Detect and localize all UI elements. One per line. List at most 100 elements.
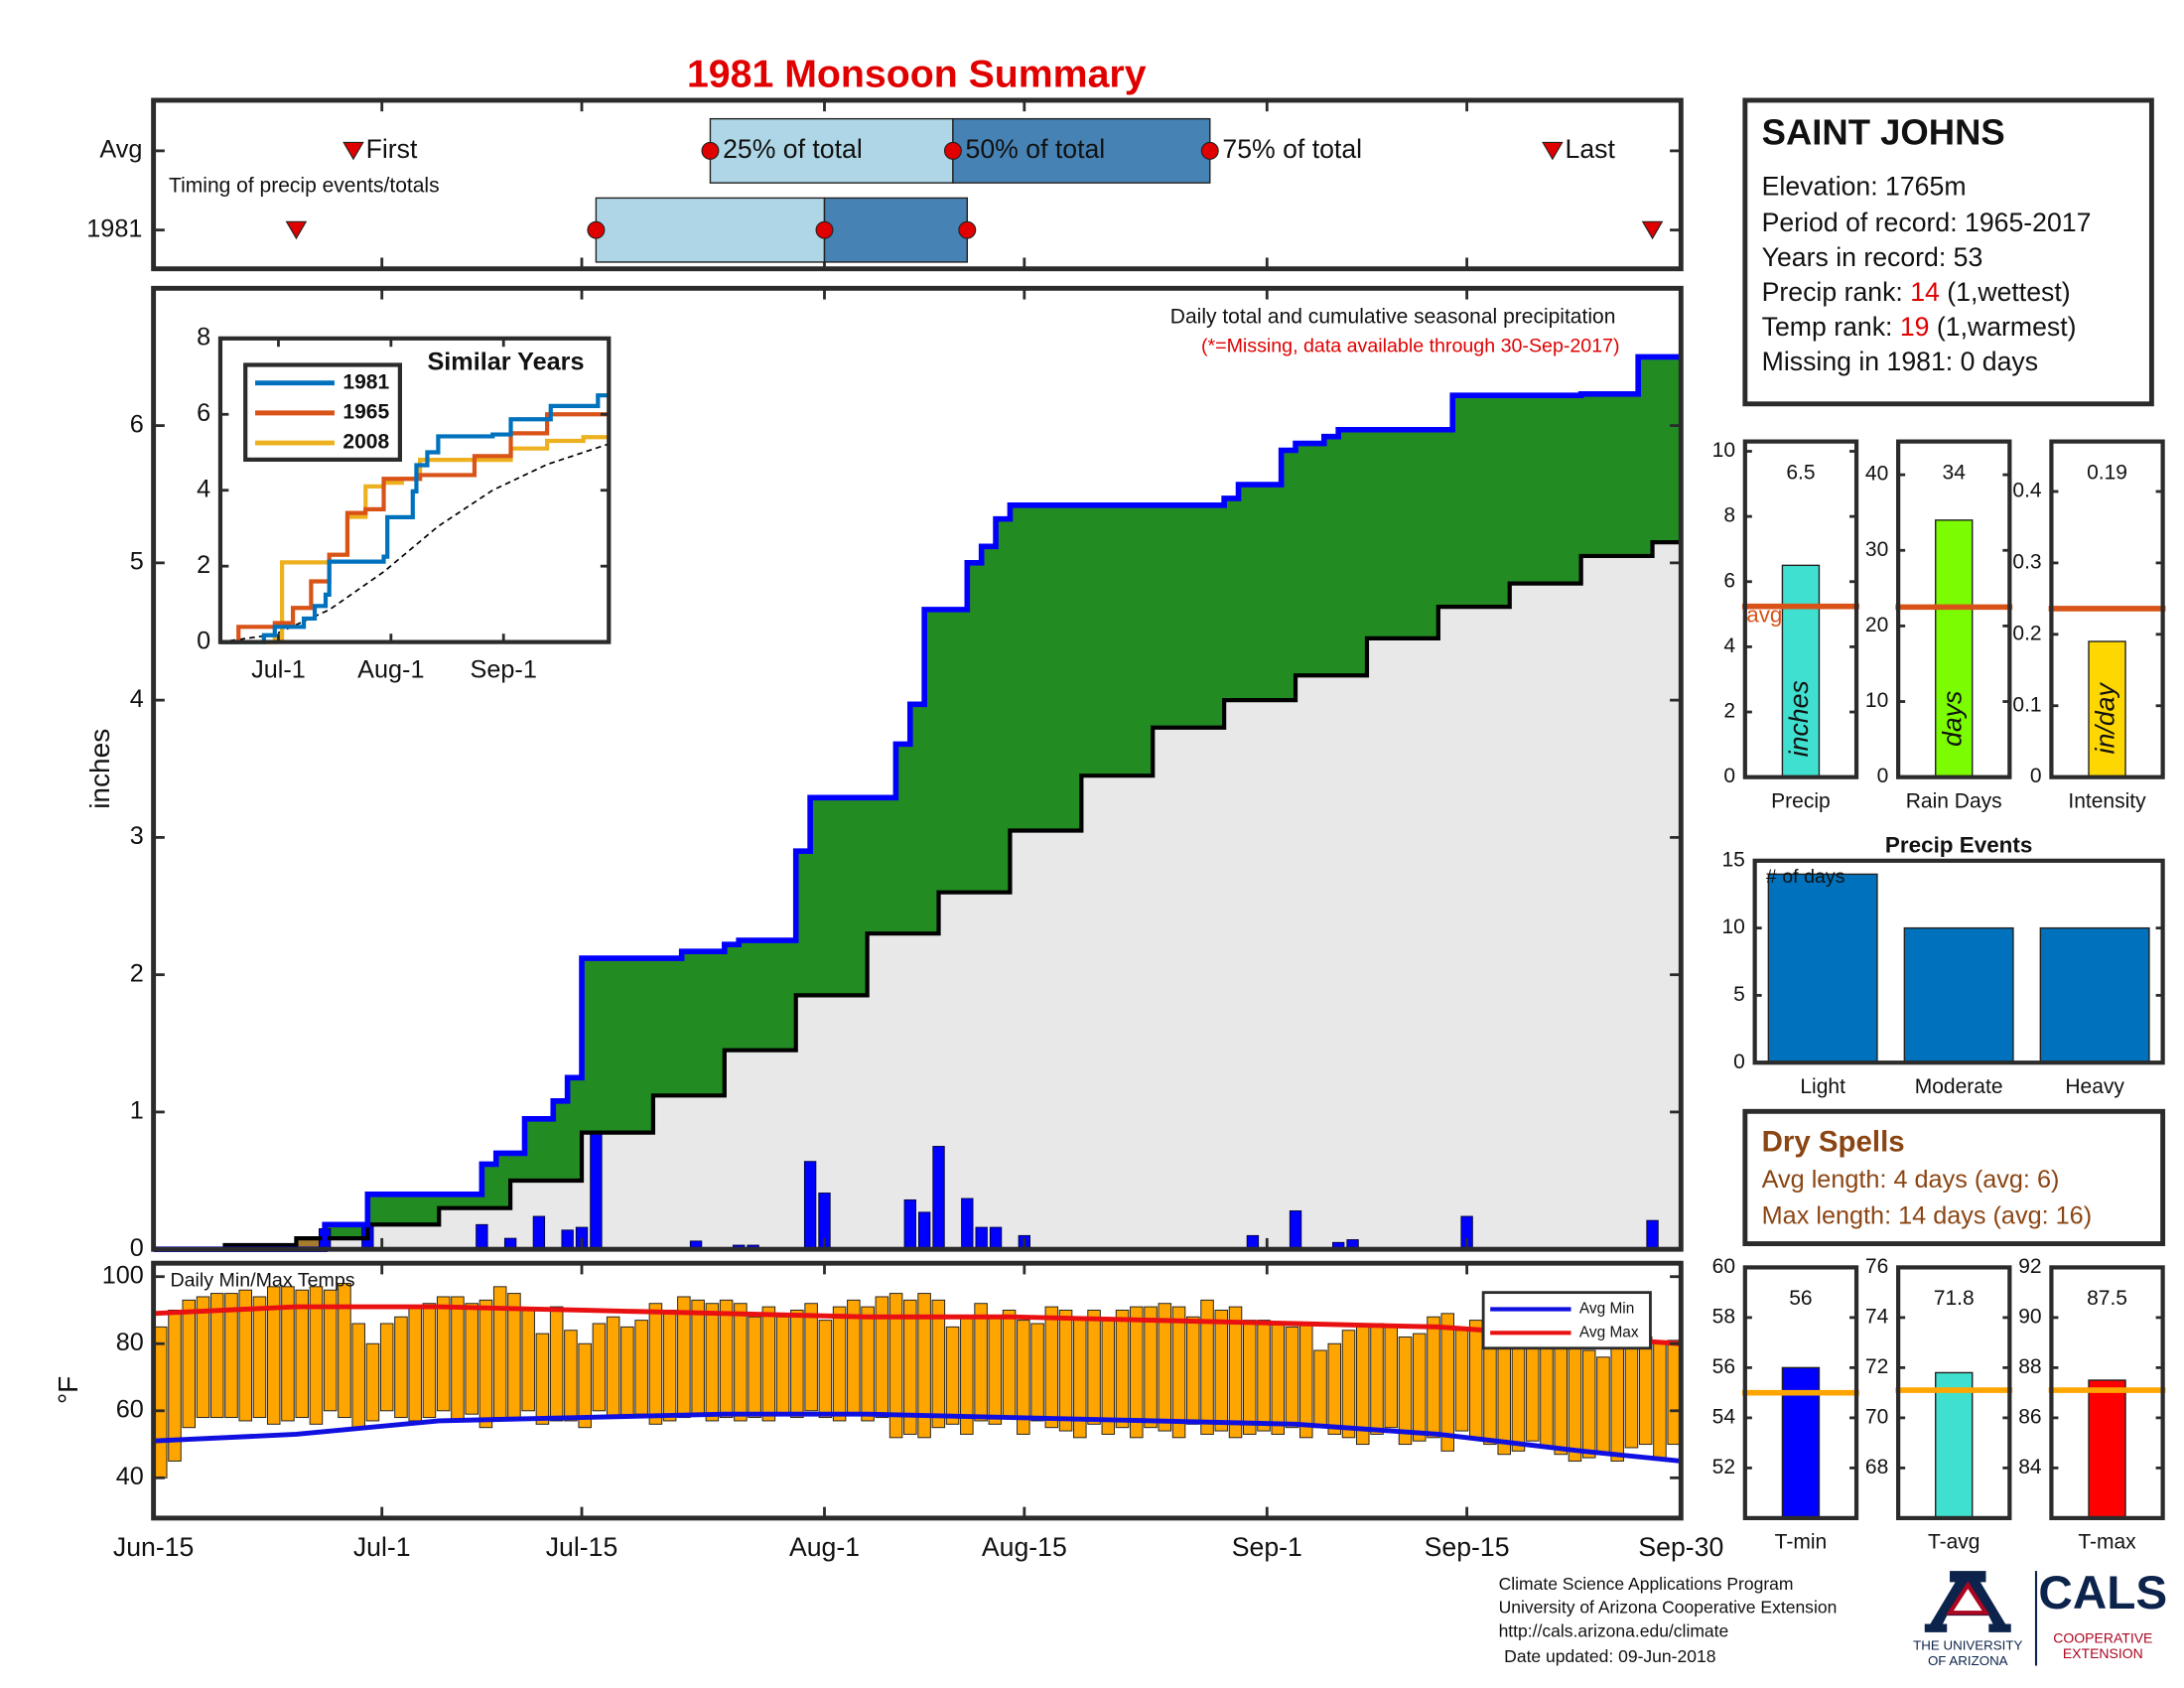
timing-marker (701, 141, 720, 160)
x-tick-label: Sep-1 (1232, 1532, 1302, 1562)
temp-bar (465, 1303, 478, 1415)
temp-bar (761, 1306, 776, 1422)
daily-bar (917, 1211, 931, 1250)
ua-logo-inner (1946, 1581, 1990, 1616)
temp-bar (408, 1306, 422, 1422)
station-years: Years in record: 53 (1762, 242, 1983, 272)
y-tick-label: 72 (1865, 1355, 1888, 1378)
y-tick-label: 6 (197, 399, 210, 427)
x-tick-label: Aug-15 (982, 1532, 1067, 1562)
cals-text: CALS (2038, 1567, 2167, 1619)
legend-label: 2008 (342, 431, 389, 454)
daily-bar (476, 1223, 488, 1250)
y-tick-label: 6 (1723, 569, 1735, 592)
y-tick-label: 58 (1712, 1305, 1735, 1328)
y-tick-label: 86 (2018, 1405, 2041, 1428)
temp-bar (1044, 1306, 1059, 1429)
temp-bar (1497, 1336, 1511, 1456)
y-tick-label: 15 (1721, 848, 1744, 871)
plot-frame (1896, 439, 2012, 779)
precip-rank: Precip rank: 14 (1,wettest) (1762, 277, 2071, 307)
x-tick-label: Sep-15 (1425, 1532, 1510, 1562)
y-tick-label: 76 (1865, 1255, 1888, 1278)
temp-bar (1243, 1320, 1257, 1435)
y-tick-label: 88 (2018, 1355, 2041, 1378)
temp-bar (705, 1303, 720, 1422)
summary-bar (2088, 640, 2126, 778)
daily-bar (989, 1226, 1003, 1250)
temp-bar (634, 1320, 648, 1415)
temp-rank-note: (1,warmest) (1937, 312, 2077, 342)
temp-bar (1228, 1306, 1243, 1439)
plot-frame (151, 97, 1684, 272)
temp-bar (578, 1342, 592, 1429)
plot-frame (2049, 1265, 2165, 1520)
footer-line: University of Arizona Cooperative Extens… (1499, 1598, 1838, 1618)
daily-bar (1289, 1210, 1302, 1250)
temp-bar (365, 1342, 380, 1422)
temp-bar (1200, 1299, 1214, 1435)
temp-bar (394, 1316, 408, 1419)
temp-bar (1002, 1309, 1017, 1419)
y-tick-label: 0 (2030, 765, 2042, 787)
station-elevation: Elevation: 1765m (1762, 171, 1967, 201)
temp-bar (323, 1289, 338, 1412)
temp-bar (1017, 1320, 1030, 1435)
legend-label: 1981 (342, 370, 389, 393)
timing-marker (943, 141, 962, 160)
y-tick-label: 60 (116, 1395, 144, 1423)
timing-label: 25% of total (723, 134, 863, 164)
y-tick-label: 0 (197, 627, 210, 654)
category-label: Rain Days (1906, 789, 2002, 812)
daily-bar (532, 1215, 546, 1250)
dry-spells-box: Dry Spells Avg length: 4 days (avg: 6) M… (1742, 1108, 2166, 1247)
summary-bar (1781, 564, 1821, 778)
temp-bar (662, 1309, 677, 1422)
temp-bar (1412, 1333, 1427, 1442)
temp-bar (209, 1293, 224, 1419)
value-label: 56 (1789, 1287, 1812, 1310)
value-label: 0.19 (2087, 461, 2127, 484)
x-tick-label: Aug-1 (357, 656, 424, 684)
ua-text: THE UNIVERSITY (1913, 1637, 2022, 1652)
y-tick-label: 10 (1721, 915, 1744, 938)
x-tick-label: Sep-30 (1638, 1532, 1723, 1562)
temp-bar (238, 1289, 252, 1422)
temp-bar (888, 1293, 903, 1439)
temp-bar (1638, 1336, 1653, 1446)
chart-subtitle: (*=Missing, data available through 30-Se… (1201, 335, 1620, 356)
temp-bar (1285, 1326, 1299, 1429)
y-tick-label: 70 (1865, 1405, 1888, 1428)
temp-bar (309, 1286, 324, 1425)
temp-bar (1144, 1306, 1158, 1429)
daily-bar (590, 1132, 603, 1250)
temp-bar (592, 1323, 607, 1412)
row-label: Avg (99, 136, 142, 164)
timing-box (595, 197, 826, 263)
summary-bar (1935, 1371, 1974, 1519)
y-axis-label: inches (84, 729, 115, 809)
y-tick-label: 40 (116, 1463, 144, 1490)
y-tick-label: 4 (197, 475, 210, 502)
temp-bar (775, 1316, 790, 1415)
y-tick-label: 1 (130, 1097, 144, 1125)
plot-frame (1742, 1265, 1859, 1520)
daily-bar (561, 1229, 574, 1250)
timing-marker (342, 141, 364, 161)
temp-bar (1454, 1330, 1469, 1432)
precip-rank-label: Precip rank: (1762, 277, 1903, 307)
y-tick-label: 2 (1723, 700, 1735, 723)
temp-bar (1327, 1342, 1342, 1435)
temp-bar (266, 1286, 281, 1425)
temp-bar (549, 1306, 564, 1422)
y-tick-label: 3 (130, 822, 144, 850)
avg-label: avg (1746, 602, 1782, 627)
temp-bar (1468, 1320, 1483, 1439)
temp-bar (436, 1296, 451, 1412)
bar (1767, 873, 1878, 1063)
avg-line (219, 443, 610, 643)
y-tick-label: 2 (130, 959, 144, 987)
temp-bar (564, 1330, 578, 1422)
temp-bar (1596, 1356, 1610, 1456)
precip-rank-value: 14 (1910, 277, 1940, 307)
